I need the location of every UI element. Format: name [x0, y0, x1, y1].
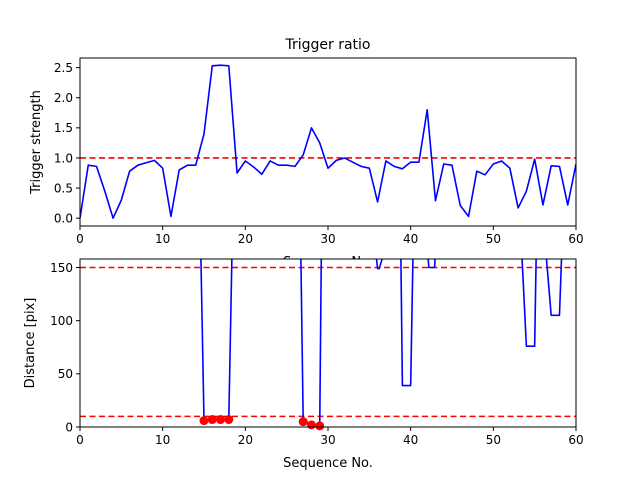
- x-tick-label: 40: [403, 433, 418, 447]
- x-tick-label: 50: [486, 433, 501, 447]
- data-point-marker: [224, 415, 234, 425]
- distance-plot: Distance [pix] 0 10 20 30 40 50 60 0 50 100 150 S…: [23, 258, 584, 471]
- x-tick-label: 40: [403, 232, 418, 246]
- y-tick-label: 1.5: [54, 121, 73, 135]
- y-tick-label: 2.5: [54, 61, 73, 75]
- x-tick-label: 60: [568, 232, 583, 246]
- y-tick-label: 2.0: [54, 91, 73, 105]
- x-tick-label: 50: [486, 232, 501, 246]
- x-axis-ticks: 0 10 20 30 40 50 60: [76, 427, 584, 447]
- y-tick-label: 50: [58, 367, 73, 381]
- y-tick-label: 100: [50, 314, 73, 328]
- data-point-marker: [298, 417, 308, 427]
- series-layer: [80, 64, 576, 219]
- lower-axes-background: [80, 259, 576, 427]
- data-point-marker: [306, 420, 316, 430]
- x-tick-label: 30: [320, 433, 335, 447]
- x-tick-label: 0: [76, 232, 84, 246]
- series-line-0: [80, 64, 576, 219]
- x-tick-label: 0: [76, 433, 84, 447]
- y-tick-label: 0.5: [54, 181, 73, 195]
- y-axis-ticks: 0 50 100 150: [50, 261, 80, 434]
- x-tick-label: 10: [155, 232, 170, 246]
- data-point-marker: [199, 416, 209, 426]
- y-axis-label: Trigger strength: [29, 90, 44, 195]
- y-tick-label: 150: [50, 261, 73, 275]
- y-tick-label: 0.0: [54, 211, 73, 225]
- x-tick-label: 20: [238, 232, 253, 246]
- series-layer: [80, 259, 576, 427]
- data-point-marker: [315, 421, 325, 431]
- data-point-marker: [216, 415, 226, 425]
- y-axis-ticks: 0.0 0.5 1.0 1.5 2.0 2.5: [54, 61, 80, 225]
- x-tick-label: 60: [568, 433, 583, 447]
- x-tick-label: 10: [155, 433, 170, 447]
- y-axis-label: Distance [pix]: [23, 298, 38, 389]
- data-point-marker: [207, 415, 217, 425]
- y-tick-label: 0: [65, 420, 73, 434]
- plot-title: Trigger ratio: [284, 37, 370, 53]
- x-tick-label: 30: [320, 232, 335, 246]
- x-axis-ticks: 0 10 20 30 40 50 60: [76, 226, 584, 246]
- x-axis-label: Sequence No.: [283, 456, 373, 471]
- x-tick-label: 20: [238, 433, 253, 447]
- y-tick-label: 1.0: [54, 151, 73, 165]
- trigger-ratio-plot: Trigger ratio Trigger strength 0 10 20 30 40…: [29, 37, 584, 270]
